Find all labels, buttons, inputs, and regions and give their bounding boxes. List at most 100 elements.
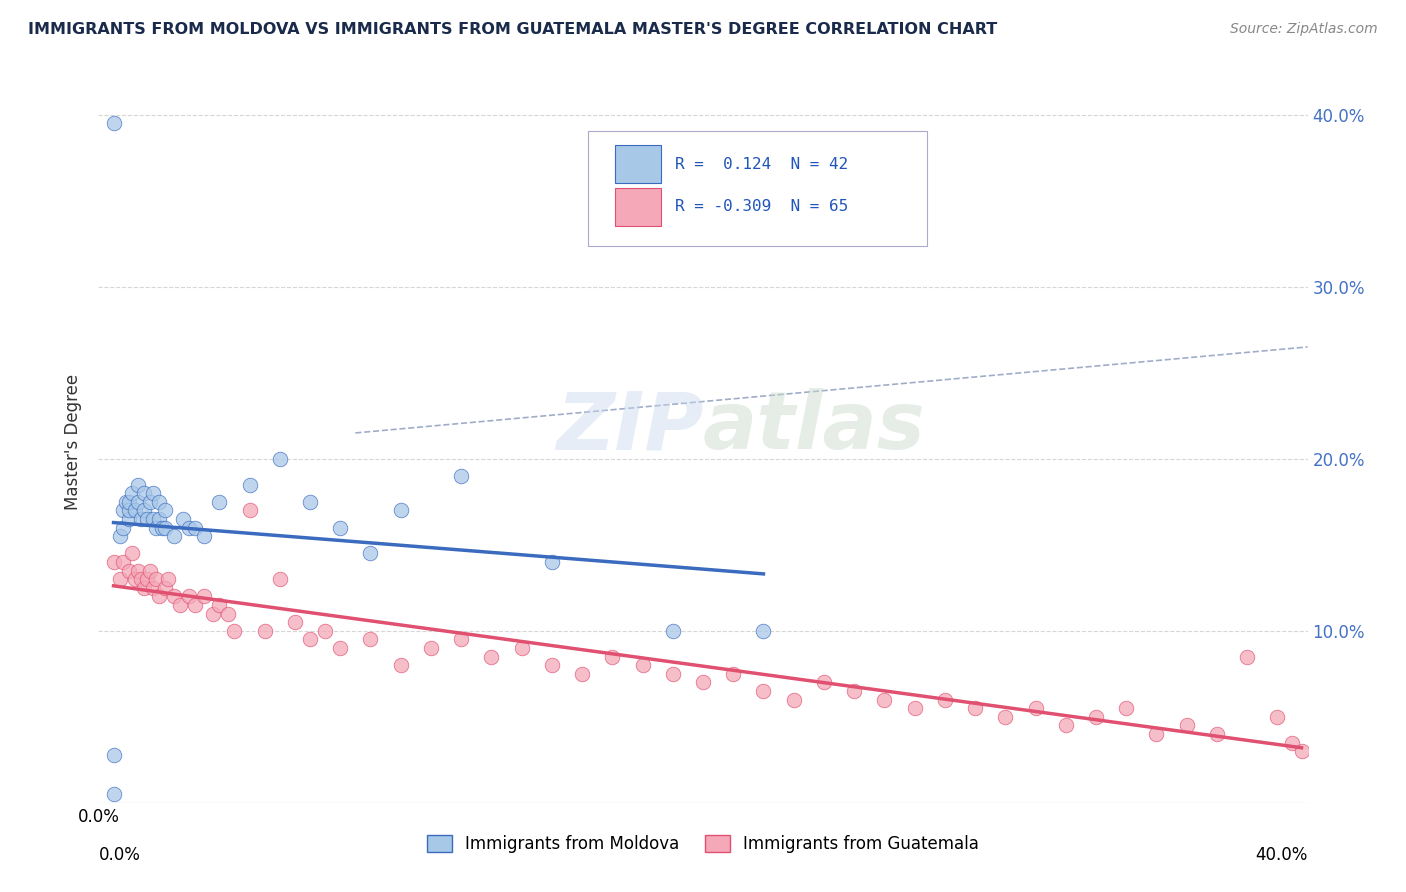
Text: atlas: atlas <box>703 388 925 467</box>
Point <box>111 520 134 534</box>
Point <box>661 624 683 638</box>
Text: 40.0%: 40.0% <box>1256 847 1308 864</box>
Point <box>108 572 131 586</box>
Point <box>1291 744 1313 758</box>
Legend: Immigrants from Moldova, Immigrants from Guatemala: Immigrants from Moldova, Immigrants from… <box>420 828 986 860</box>
Point <box>139 494 162 508</box>
Point <box>124 572 146 586</box>
Point <box>179 520 201 534</box>
Point <box>284 615 307 630</box>
Y-axis label: Master's Degree: Master's Degree <box>65 374 83 509</box>
Point <box>142 581 165 595</box>
Point <box>631 658 654 673</box>
Point <box>103 555 125 569</box>
Point <box>1267 710 1289 724</box>
Point <box>420 640 443 655</box>
Point <box>1024 701 1046 715</box>
Point <box>103 787 125 801</box>
Point <box>239 477 262 491</box>
Point <box>571 666 593 681</box>
Point <box>844 684 866 698</box>
Point <box>148 590 170 604</box>
Point <box>142 486 165 500</box>
Point <box>142 512 165 526</box>
Point <box>360 632 382 647</box>
Point <box>153 520 176 534</box>
Point <box>934 692 956 706</box>
Point <box>269 572 291 586</box>
Point <box>723 666 745 681</box>
Point <box>135 512 157 526</box>
Point <box>389 503 412 517</box>
Point <box>111 503 134 517</box>
Point <box>208 598 231 612</box>
Point <box>752 624 775 638</box>
Point <box>661 666 683 681</box>
Point <box>965 701 987 715</box>
Point <box>150 520 173 534</box>
Point <box>135 572 157 586</box>
Point <box>783 692 806 706</box>
Point <box>118 512 141 526</box>
Point <box>1115 701 1137 715</box>
Text: Source: ZipAtlas.com: Source: ZipAtlas.com <box>1230 22 1378 37</box>
Point <box>239 503 262 517</box>
Point <box>132 503 155 517</box>
Point <box>1236 649 1258 664</box>
Point <box>1054 718 1077 732</box>
Point <box>510 640 533 655</box>
Point <box>602 649 624 664</box>
Text: R = -0.309  N = 65: R = -0.309 N = 65 <box>675 199 848 214</box>
Point <box>129 512 152 526</box>
Point <box>172 512 194 526</box>
Point <box>156 572 179 586</box>
Point <box>169 598 191 612</box>
Point <box>299 632 322 647</box>
Point <box>111 555 134 569</box>
Point <box>118 564 141 578</box>
Point <box>1144 727 1167 741</box>
Point <box>153 503 176 517</box>
Point <box>1281 735 1303 749</box>
Text: IMMIGRANTS FROM MOLDOVA VS IMMIGRANTS FROM GUATEMALA MASTER'S DEGREE CORRELATION: IMMIGRANTS FROM MOLDOVA VS IMMIGRANTS FR… <box>28 22 997 37</box>
Point <box>148 512 170 526</box>
Point <box>121 486 143 500</box>
Point <box>132 486 155 500</box>
Point <box>121 546 143 560</box>
Point <box>481 649 503 664</box>
Point <box>153 581 176 595</box>
Point <box>217 607 239 621</box>
Point <box>179 590 201 604</box>
Point <box>450 469 472 483</box>
Point <box>118 494 141 508</box>
Point <box>118 503 141 517</box>
Point <box>1085 710 1108 724</box>
Point <box>314 624 336 638</box>
Text: ZIP: ZIP <box>555 388 703 467</box>
Point <box>269 451 291 466</box>
Point <box>163 529 186 543</box>
Point <box>114 494 136 508</box>
Point <box>224 624 246 638</box>
Bar <box>614 145 661 183</box>
Point <box>184 598 207 612</box>
Point <box>813 675 835 690</box>
Point <box>124 503 146 517</box>
Point <box>540 555 562 569</box>
Point <box>202 607 225 621</box>
Point <box>145 572 167 586</box>
Point <box>193 590 215 604</box>
Point <box>994 710 1017 724</box>
Point <box>692 675 714 690</box>
Point <box>127 564 149 578</box>
Point <box>108 529 131 543</box>
Point <box>193 529 215 543</box>
Point <box>184 520 207 534</box>
Point <box>103 116 125 130</box>
Bar <box>614 188 661 226</box>
Point <box>873 692 896 706</box>
Point <box>299 494 322 508</box>
Point <box>139 564 162 578</box>
Point <box>329 520 352 534</box>
Point <box>752 684 775 698</box>
